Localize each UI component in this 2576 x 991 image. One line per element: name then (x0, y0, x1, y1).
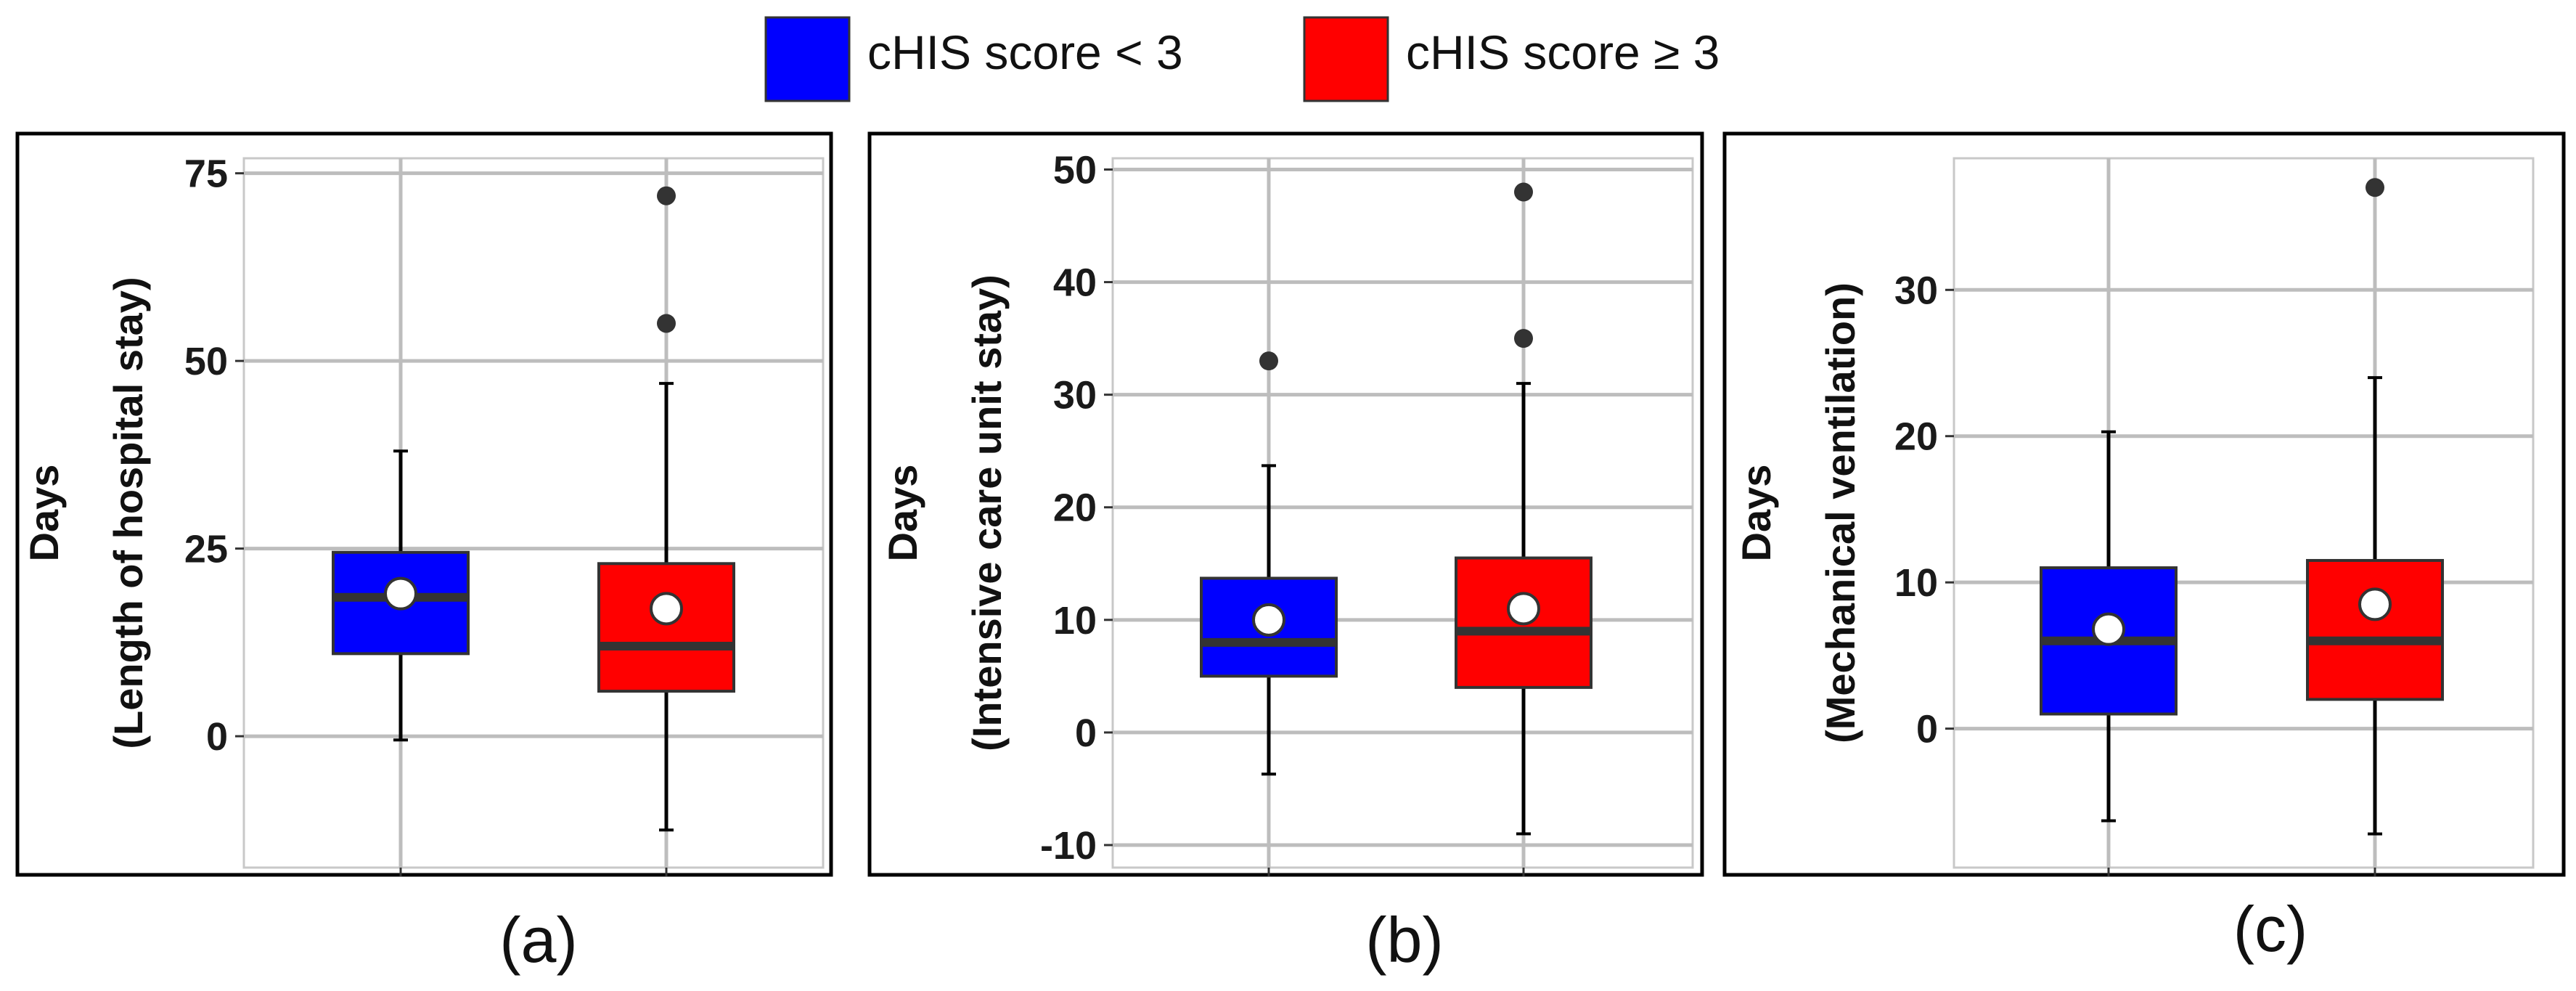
legend-item: cHIS score ≥ 3 (1303, 16, 1720, 102)
box-iqr (597, 562, 735, 693)
y-tick-label: 0 (1916, 708, 1938, 751)
y-axis-label-line: Days (21, 465, 67, 562)
box-plot (1200, 351, 1338, 776)
panel-label: (b) (1365, 904, 1444, 976)
y-tick-label: 0 (1075, 711, 1097, 755)
box-plot (1455, 182, 1592, 836)
plot-area (1953, 157, 2535, 869)
y-tick-label: 30 (1053, 374, 1097, 417)
mean-marker (1507, 592, 1540, 626)
mean-marker (2358, 587, 2392, 621)
panel-label: (a) (499, 904, 578, 976)
y-tick-label: 75 (184, 152, 228, 196)
y-tick-label: 10 (1894, 561, 1938, 605)
legend-swatch (764, 16, 851, 102)
y-tick-label: 20 (1894, 415, 1938, 459)
y-axis-label-line: (Mechanical ventilation) (1817, 282, 1863, 743)
mean-marker (384, 576, 417, 611)
mean-marker (1252, 603, 1285, 637)
chart-panel: 0 10 20 30 Days (Mechanical ventilation) (c) (1722, 131, 2566, 965)
panel-label: (c) (2233, 893, 2308, 965)
plot-area (1111, 157, 1694, 869)
y-axis-label-line: (Length of hospital stay) (105, 277, 151, 749)
box-iqr (332, 550, 470, 656)
y-axis-label-line: (Intensive care unit stay) (964, 274, 1010, 751)
chart-panel: 0 25 50 75 Days (Length of hospital stay) (a) (15, 131, 833, 976)
legend: cHIS score < 3 cHIS score ≥ 3 (764, 16, 1720, 102)
mean-marker (2092, 612, 2125, 646)
box-plot (2040, 430, 2178, 823)
legend-label: cHIS score < 3 (867, 25, 1183, 79)
legend-item: cHIS score < 3 (764, 16, 1183, 102)
outlier-point (1514, 329, 1533, 348)
y-tick-label: 25 (184, 528, 228, 571)
y-tick-label: 30 (1894, 269, 1938, 312)
plot-area (242, 157, 825, 869)
y-tick-label: 50 (1053, 149, 1097, 192)
legend-swatch (1303, 16, 1389, 102)
y-tick-label: 40 (1053, 261, 1097, 305)
outlier-point (657, 186, 676, 205)
outlier-point (1514, 182, 1533, 202)
outlier-point (657, 314, 676, 333)
box-iqr (2306, 558, 2444, 701)
outlier-point (2366, 178, 2384, 197)
y-axis-label-line: Days (880, 465, 925, 562)
chart-panels: 0 25 50 75 Days (Length of hospital stay) (a) -… (15, 131, 2566, 976)
y-tick-label: 0 (206, 715, 228, 759)
box-plot (332, 449, 470, 742)
y-tick-label: 50 (184, 340, 228, 383)
y-tick-label: 20 (1053, 486, 1097, 530)
box-plot (597, 186, 735, 832)
mean-marker (650, 592, 683, 626)
y-axis-label: Days (Mechanical ventilation) (1733, 282, 1863, 743)
y-tick-label: -10 (1040, 824, 1097, 868)
legend-label: cHIS score ≥ 3 (1406, 25, 1720, 79)
y-axis-label: Days (Length of hospital stay) (21, 277, 151, 749)
y-tick-label: 10 (1053, 599, 1097, 643)
y-axis-label: Days (Intensive care unit stay) (880, 274, 1010, 751)
y-axis-label-line: Days (1733, 465, 1779, 562)
chart-panel: -10 0 10 20 30 40 50 Days (Intensive care unit s… (867, 131, 1704, 976)
outlier-point (1259, 351, 1278, 371)
box-plot (2306, 178, 2444, 836)
